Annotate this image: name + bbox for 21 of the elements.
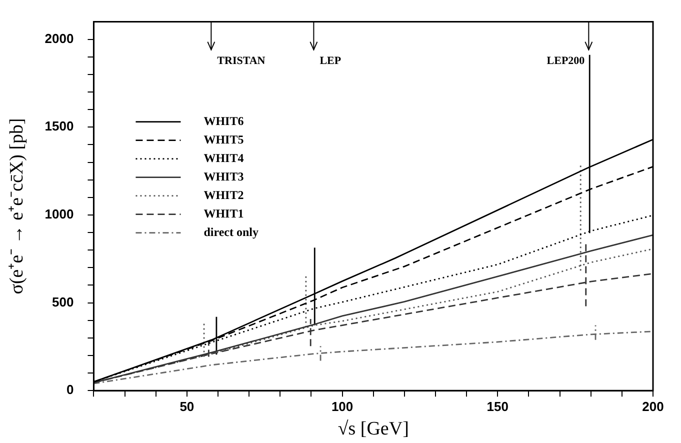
y-tick-label: 2000 xyxy=(44,30,74,46)
y-tick-label: 500 xyxy=(52,294,74,310)
y-axis-title: σ(e⁺e⁻ → e⁺e⁻cc̄X) [pb] xyxy=(6,118,28,294)
ref-line-label: TRISTAN xyxy=(217,55,266,68)
legend-label: WHIT4 xyxy=(204,150,244,165)
x-tick-label: 100 xyxy=(331,398,354,414)
x-tick-label: 50 xyxy=(180,398,194,414)
legend-label: direct only xyxy=(204,224,258,239)
legend-label: WHIT2 xyxy=(204,188,244,202)
y-tick-label: 1000 xyxy=(44,206,74,222)
x-axis-title: √s [GeV] xyxy=(338,418,409,440)
ref-line-label: LEP200 xyxy=(546,55,586,68)
legend-label: WHIT6 xyxy=(204,114,244,128)
x-tick-label: 200 xyxy=(642,398,664,414)
legend-label: WHIT3 xyxy=(204,169,244,184)
legend-label: WHIT1 xyxy=(204,206,244,220)
ref-line-label: LEP xyxy=(320,55,342,68)
y-tick-label: 1500 xyxy=(44,118,74,134)
legend-label: WHIT5 xyxy=(204,132,244,146)
y-tick-label: 0 xyxy=(66,382,74,398)
x-tick-label: 150 xyxy=(486,398,508,414)
